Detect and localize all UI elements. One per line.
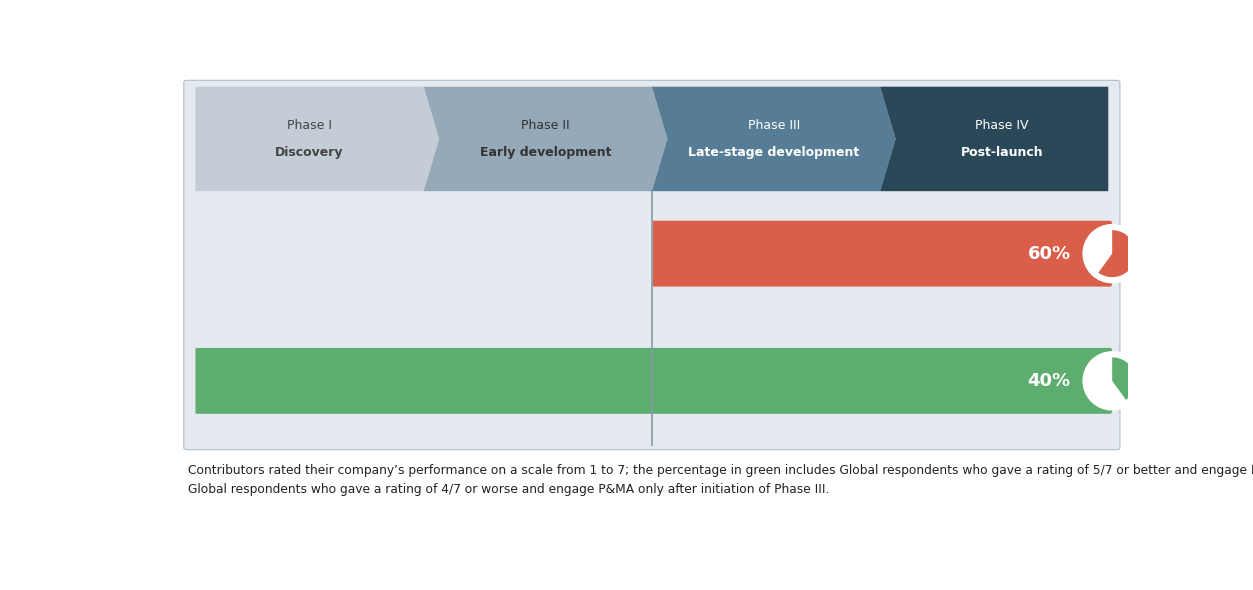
Polygon shape <box>652 87 896 191</box>
Text: Late-stage development: Late-stage development <box>688 146 860 159</box>
Circle shape <box>1084 225 1140 281</box>
Text: 60%: 60% <box>1027 245 1070 263</box>
Text: Phase II: Phase II <box>521 119 570 132</box>
Wedge shape <box>1113 358 1135 400</box>
Polygon shape <box>424 87 668 191</box>
Text: Contributors rated their company’s performance on a scale from 1 to 7; the perce: Contributors rated their company’s perfo… <box>188 464 1253 496</box>
Text: Phase IV: Phase IV <box>975 119 1029 132</box>
Text: 40%: 40% <box>1027 372 1070 390</box>
Text: Phase III: Phase III <box>748 119 799 132</box>
FancyBboxPatch shape <box>184 80 1120 450</box>
Wedge shape <box>1099 230 1135 277</box>
Text: Discovery: Discovery <box>276 146 343 159</box>
Text: Post-launch: Post-launch <box>961 146 1044 159</box>
Polygon shape <box>195 348 1123 414</box>
Circle shape <box>1084 353 1140 409</box>
Text: Phase I: Phase I <box>287 119 332 132</box>
Text: Early development: Early development <box>480 146 611 159</box>
Polygon shape <box>880 87 1108 191</box>
Polygon shape <box>195 87 440 191</box>
Polygon shape <box>653 221 1123 287</box>
